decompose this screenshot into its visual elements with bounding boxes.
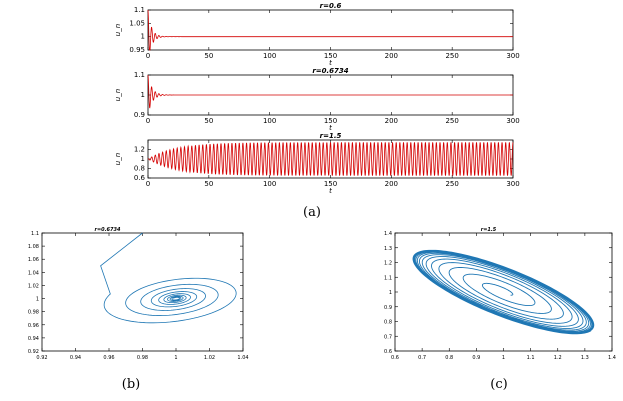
x-tick-label: 150 xyxy=(324,117,337,125)
x-tick-label: 0.92 xyxy=(36,355,47,361)
y-tick-label: 0.95 xyxy=(129,46,145,54)
plot-frame xyxy=(147,9,514,51)
x-tick-label: 0.94 xyxy=(70,355,81,361)
x-tick-label: 1.4 xyxy=(608,355,616,361)
y-tick-label: 1.1 xyxy=(134,6,145,14)
x-tick-label: 250 xyxy=(445,180,458,188)
y-tick-label: 0.8 xyxy=(384,320,392,326)
x-tick-label: 50 xyxy=(204,117,213,125)
y-tick-label: 1.05 xyxy=(129,19,145,27)
chart-title: r=1.5 xyxy=(320,132,342,140)
y-tick-label: 0.7 xyxy=(384,334,392,340)
chart-a3: 0 50 100 150 200 250 300 0.60.8 11.2 r=1.5 t u_n xyxy=(114,132,520,195)
x-tick-label: 0.6 xyxy=(391,355,399,361)
x-tick-label: 300 xyxy=(506,117,519,125)
x-tick-label: 1.3 xyxy=(581,355,589,361)
y-tick-label: 1 xyxy=(141,91,145,99)
chart-b: 0.92 0.94 0.96 0.98 1 1.02 1.04 0.92 0.94 0.96 0.9… xyxy=(28,227,249,361)
x-tick-label: 200 xyxy=(385,180,398,188)
x-tick-label: 1 xyxy=(502,355,505,361)
x-axis-label: t xyxy=(329,59,332,67)
x-tick-label: 1 xyxy=(174,355,177,361)
y-tick-label: 1.08 xyxy=(28,244,39,250)
y-tick-label: 1.4 xyxy=(384,231,392,237)
y-tick-label: 0.94 xyxy=(28,336,39,342)
series-line xyxy=(147,74,513,109)
chart-title: r=0.6734 xyxy=(95,227,121,233)
y-axis-label: u_n xyxy=(114,89,122,101)
x-tick-label: 300 xyxy=(506,52,519,60)
x-tick-label: 100 xyxy=(263,52,276,60)
x-tick-label: 0 xyxy=(146,180,150,188)
x-axis-label: t xyxy=(329,187,332,195)
x-tick-label: 0.9 xyxy=(472,355,480,361)
x-tick-label: 1.02 xyxy=(204,355,215,361)
y-tick-label: 1.04 xyxy=(28,270,39,276)
y-tick-label: 1 xyxy=(389,290,392,296)
x-tick-label: 1.2 xyxy=(554,355,562,361)
y-tick-label: 1.3 xyxy=(384,246,392,252)
y-tick-label: 1 xyxy=(141,33,145,41)
y-tick-label: 1.1 xyxy=(31,231,39,237)
x-tick-label: 200 xyxy=(385,52,398,60)
x-tick-label: 1.04 xyxy=(237,355,248,361)
y-axis-label: u_n xyxy=(114,24,122,36)
y-tick-label: 1.2 xyxy=(384,261,392,267)
y-axis-label: u_n xyxy=(114,153,122,165)
x-tick-label: 250 xyxy=(445,52,458,60)
chart-title: r=0.6 xyxy=(320,2,342,10)
x-tick-label: 0 xyxy=(146,117,150,125)
x-tick-label: 100 xyxy=(263,117,276,125)
plot-frame xyxy=(41,232,244,352)
y-tick-label: 0.98 xyxy=(28,310,39,316)
series-line xyxy=(100,232,237,324)
x-tick-label: 0.96 xyxy=(103,355,114,361)
y-tick-label: 1.1 xyxy=(384,275,392,281)
x-tick-label: 0.8 xyxy=(445,355,453,361)
y-tick-label: 1.06 xyxy=(28,257,39,263)
y-tick-label: 0.9 xyxy=(384,305,392,311)
y-tick-label: 0.92 xyxy=(28,349,39,355)
caption-c: (c) xyxy=(490,377,507,392)
x-axis-label: t xyxy=(329,124,332,132)
chart-title: r=0.6734 xyxy=(312,67,348,75)
caption-b: (b) xyxy=(122,377,140,392)
x-tick-label: 150 xyxy=(324,52,337,60)
y-tick-label: 1 xyxy=(141,155,145,163)
x-tick-label: 300 xyxy=(506,180,519,188)
y-tick-label: 1.1 xyxy=(134,71,145,79)
y-tick-label: 1 xyxy=(36,297,39,303)
caption-a: (a) xyxy=(303,205,321,220)
x-tick-label: 50 xyxy=(204,180,213,188)
chart-title: r=1.5 xyxy=(481,227,497,233)
x-tick-label: 50 xyxy=(204,52,213,60)
chart-a1: 0 50 100 150 200 250 300 0.95 1 1.05 1.1 r=0.6 t u_n xyxy=(114,2,520,67)
y-tick-label: 1.2 xyxy=(134,146,145,154)
chart-c: 0.6 0.7 0.8 0.9 1 1.1 1.2 1.3 1.4 0.6 0.7 0.8 0.9 1 1.… xyxy=(384,227,616,361)
y-tick-label: 0.9 xyxy=(134,111,145,119)
x-tick-label: 200 xyxy=(385,117,398,125)
y-tick-label: 0.8 xyxy=(134,165,145,173)
y-tick-label: 0.96 xyxy=(28,323,39,329)
chart-a2: 0 50 100 150 200 250 300 0.9 1 1.1 r=0.6734 t u_n xyxy=(114,67,520,132)
series-line xyxy=(147,9,513,51)
x-tick-label: 0.98 xyxy=(137,355,148,361)
x-tick-label: 1.1 xyxy=(527,355,535,361)
y-tick-label: 0.6 xyxy=(134,174,146,182)
x-tick-label: 0 xyxy=(146,52,150,60)
x-tick-label: 100 xyxy=(263,180,276,188)
y-tick-label: 0.6 xyxy=(384,349,392,355)
y-tick-label: 1.02 xyxy=(28,283,39,289)
series-line xyxy=(412,249,595,335)
x-tick-label: 250 xyxy=(445,117,458,125)
series-line xyxy=(147,142,514,176)
x-tick-label: 0.7 xyxy=(418,355,426,361)
x-tick-label: 150 xyxy=(324,180,337,188)
